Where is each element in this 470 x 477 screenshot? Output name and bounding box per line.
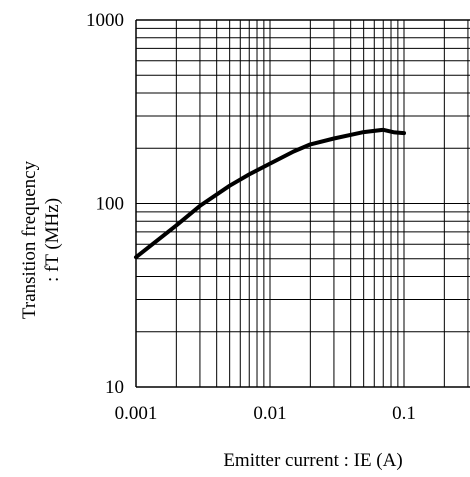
x-tick-label: 0.001 <box>115 403 158 424</box>
x-tick-label: 0.01 <box>253 403 286 424</box>
grid-lines <box>135 19 470 388</box>
y-axis-label-line-1: Transition frequency <box>19 160 40 319</box>
y-axis-label-line-2: : fT (MHz) <box>42 198 63 282</box>
series-line-1 <box>134 127 406 260</box>
y-tick-label: 10 <box>105 377 124 398</box>
x-axis-label: Emitter current : IE (A) <box>223 450 402 471</box>
y-tick-label: 1000 <box>86 10 124 31</box>
y-tick-label: 100 <box>96 194 125 215</box>
series-layer <box>134 127 406 260</box>
x-tick-label: 0.1 <box>392 403 416 424</box>
y-tick-labels: 10 100 1000 <box>86 10 124 398</box>
y-axis-label: Transition frequency : fT (MHz) <box>19 160 63 319</box>
plot-frame <box>135 19 470 388</box>
